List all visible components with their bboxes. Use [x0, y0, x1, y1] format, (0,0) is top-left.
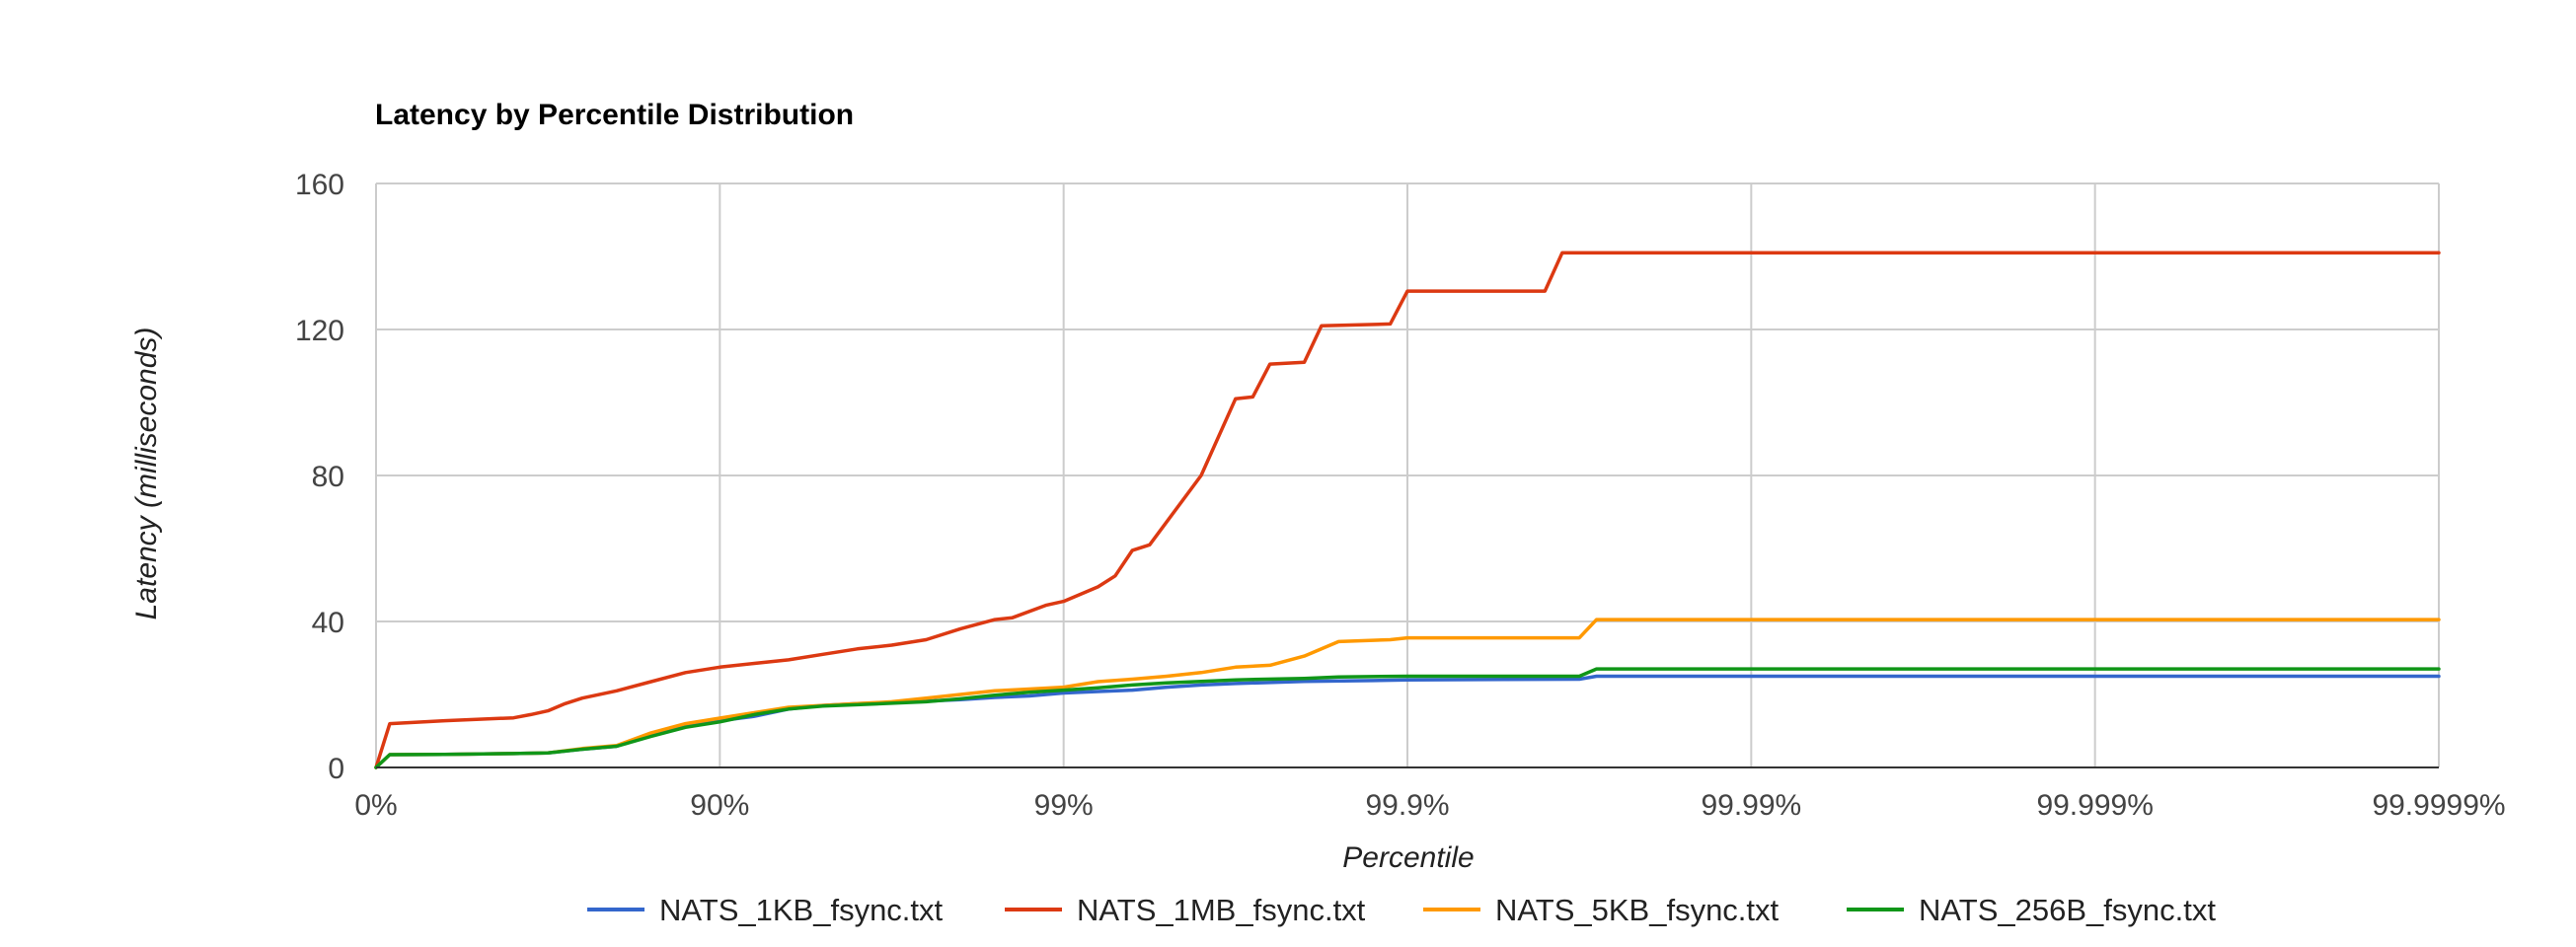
axis-layer: 0 40 80 120 160 0% 90% 99% 99.9% 99.99% 99.999% 99.… — [295, 169, 2506, 822]
series-line-2 — [374, 251, 2441, 769]
x-axis-title: Percentile — [1342, 841, 1474, 874]
x-tick-label: 90% — [690, 789, 749, 822]
y-tick-label: 160 — [295, 169, 344, 201]
chart-title: Latency by Percentile Distribution — [375, 99, 854, 131]
y-tick-label: 80 — [312, 461, 344, 493]
x-tick-label: 99.9999% — [2372, 789, 2505, 822]
x-tick-label: 0% — [354, 789, 397, 822]
x-tick-label: 99.99% — [1701, 789, 1801, 822]
legend-label: NATS_1KB_fsync.txt — [659, 893, 944, 927]
y-tick-label: 0 — [328, 753, 344, 785]
x-tick-label: 99.9% — [1365, 789, 1449, 822]
legend: NATS_1KB_fsync.txt NATS_1MB_fsync.txt NATS… — [587, 893, 2216, 927]
legend-label: NATS_1MB_fsync.txt — [1077, 893, 1366, 927]
series-line-4 — [374, 667, 2441, 769]
legend-label: NATS_256B_fsync.txt — [1919, 893, 2216, 927]
x-tick-label: 99.999% — [2036, 789, 2153, 822]
y-axis-title: Latency (milliseconds) — [130, 328, 163, 620]
y-tick-label: 120 — [295, 315, 344, 347]
y-tick-label: 40 — [312, 607, 344, 639]
x-tick-label: 99% — [1034, 789, 1094, 822]
grid-layer — [375, 182, 2440, 767]
series-layer — [374, 251, 2441, 769]
legend-label: NATS_5KB_fsync.txt — [1495, 893, 1780, 927]
